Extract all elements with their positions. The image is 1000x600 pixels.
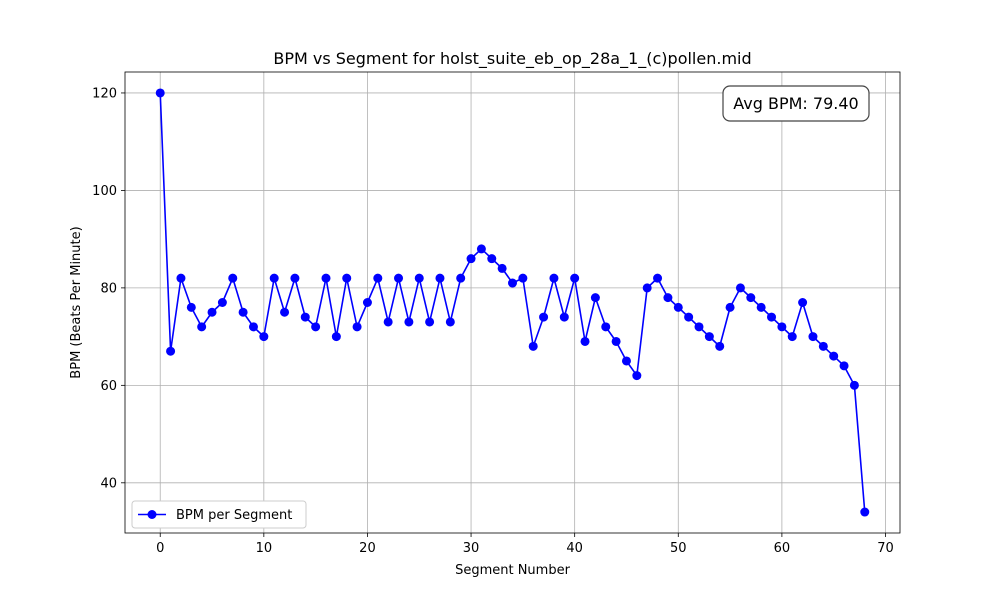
x-tick-label: 10 xyxy=(256,541,273,556)
data-point xyxy=(352,322,362,332)
data-point xyxy=(383,317,393,327)
y-tick-label: 100 xyxy=(92,184,117,199)
data-point xyxy=(456,273,466,283)
data-point xyxy=(321,273,331,283)
data-point xyxy=(642,283,652,293)
y-axis-label: BPM (Beats Per Minute) xyxy=(69,226,84,378)
data-point xyxy=(787,332,797,342)
data-point xyxy=(404,317,414,327)
y-tick-label: 40 xyxy=(100,476,117,491)
data-point xyxy=(798,298,808,307)
data-point xyxy=(331,332,341,342)
data-point xyxy=(280,307,290,317)
data-point xyxy=(435,273,445,283)
data-point xyxy=(166,346,176,356)
data-point xyxy=(269,273,279,283)
data-point xyxy=(632,371,642,381)
data-point xyxy=(497,263,507,273)
x-tick-label: 70 xyxy=(877,541,894,556)
avg-bpm-annotation: Avg BPM: 79.40 xyxy=(722,85,870,122)
data-point xyxy=(176,273,186,283)
data-point xyxy=(839,361,849,371)
plot-area-frame xyxy=(124,71,901,534)
x-axis-label: Segment Number xyxy=(455,563,571,578)
data-point xyxy=(694,322,704,332)
data-point xyxy=(580,336,590,346)
data-point xyxy=(466,254,476,264)
series-layer xyxy=(155,88,870,517)
data-point xyxy=(228,273,238,283)
data-point xyxy=(590,293,600,303)
data-point xyxy=(735,283,745,293)
x-tick-label: 30 xyxy=(463,541,480,556)
data-point xyxy=(601,322,611,332)
data-point xyxy=(653,273,663,283)
data-point xyxy=(248,322,258,332)
data-point xyxy=(860,507,870,517)
data-point xyxy=(425,317,435,327)
avg-bpm-text: Avg BPM: 79.40 xyxy=(733,94,858,113)
data-point xyxy=(549,273,559,283)
data-point xyxy=(673,302,683,312)
data-point xyxy=(756,302,766,312)
data-point xyxy=(311,322,321,332)
data-point xyxy=(518,273,528,283)
legend-box xyxy=(131,500,307,529)
legend: BPM per Segment xyxy=(131,500,307,529)
data-point xyxy=(394,273,404,283)
y-tick-label: 120 xyxy=(92,86,117,101)
data-point xyxy=(570,273,580,283)
data-point xyxy=(373,273,383,283)
data-point xyxy=(207,307,217,317)
data-point xyxy=(508,278,517,288)
legend-marker-swatch xyxy=(147,510,157,519)
x-tick-label: 20 xyxy=(359,541,376,556)
data-point xyxy=(197,322,207,332)
data-point xyxy=(155,88,165,98)
data-point xyxy=(715,341,725,351)
data-point xyxy=(217,298,227,307)
data-point xyxy=(300,312,310,322)
data-point xyxy=(259,332,269,342)
data-point xyxy=(621,356,631,366)
annotation-box xyxy=(722,85,870,122)
data-point xyxy=(476,244,486,254)
data-point xyxy=(414,273,424,283)
data-point xyxy=(808,332,818,342)
data-point xyxy=(767,312,777,322)
x-tick-label: 50 xyxy=(670,541,687,556)
data-point xyxy=(663,293,673,303)
data-point xyxy=(829,351,839,361)
data-point xyxy=(559,312,569,322)
chart-title: BPM vs Segment for holst_suite_eb_op_28a… xyxy=(273,49,751,69)
data-point xyxy=(777,322,787,332)
data-point xyxy=(849,380,859,390)
x-tick-label: 0 xyxy=(156,541,164,556)
data-point xyxy=(704,332,714,342)
data-point xyxy=(362,298,372,307)
data-point xyxy=(238,307,248,317)
y-tick-label: 80 xyxy=(100,281,117,296)
data-point xyxy=(186,302,196,312)
x-tick-label: 40 xyxy=(566,541,583,556)
legend-label: BPM per Segment xyxy=(176,508,292,523)
data-point xyxy=(725,302,735,312)
data-point xyxy=(818,341,828,351)
axis-ticks: 0 10 20 30 40 50 60 70 40 60 80 100 120 xyxy=(92,86,894,556)
y-tick-label: 60 xyxy=(100,379,117,394)
data-point xyxy=(611,336,621,346)
x-tick-label: 60 xyxy=(774,541,791,556)
data-point xyxy=(290,273,300,283)
data-point xyxy=(528,341,538,351)
data-point xyxy=(539,312,549,322)
data-point xyxy=(746,293,756,303)
data-point xyxy=(445,317,455,327)
data-point xyxy=(342,273,352,283)
data-point xyxy=(487,254,497,264)
data-point xyxy=(684,312,694,322)
